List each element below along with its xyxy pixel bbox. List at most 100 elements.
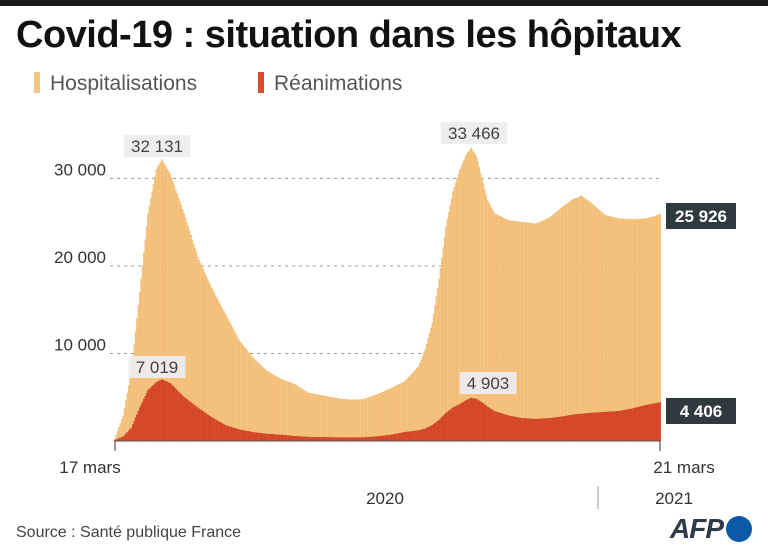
bar-reanimations (537, 418, 540, 442)
bar-hospitalisations (438, 278, 441, 442)
bar-hospitalisations (489, 205, 492, 442)
bar-reanimations (646, 404, 649, 442)
annotation-hosp-peak2-box (440, 122, 508, 144)
bar-reanimations (305, 436, 308, 442)
bar-hospitalisations (252, 357, 254, 442)
bar-hospitalisations (577, 196, 580, 442)
bar-reanimations (130, 427, 133, 442)
bar-hospitalisations (583, 197, 585, 442)
bar-hospitalisations (281, 379, 283, 442)
bar-hospitalisations (377, 393, 380, 442)
bar-reanimations (230, 426, 232, 442)
bar-reanimations (528, 418, 530, 442)
bar-reanimations (256, 432, 258, 442)
bar-hospitalisations (500, 216, 503, 442)
bar-reanimations (460, 403, 463, 442)
bar-hospitalisations (536, 223, 539, 442)
legend-swatch-hospitalisations (34, 72, 40, 93)
bar-hospitalisations (594, 206, 596, 442)
bar-reanimations (373, 436, 376, 442)
bar-reanimations (490, 409, 493, 442)
bar-reanimations (525, 418, 528, 442)
bar-hospitalisations (328, 396, 330, 442)
bar-hospitalisations (391, 387, 394, 442)
bar-hospitalisations (314, 394, 316, 442)
bar-reanimations (293, 436, 296, 442)
bar-reanimations (289, 435, 292, 442)
bar-reanimations (521, 418, 523, 442)
bar-hospitalisations (457, 173, 460, 442)
bar-hospitalisations (408, 376, 410, 442)
bar-reanimations (603, 411, 606, 442)
bar-hospitalisations (241, 343, 243, 442)
bar-hospitalisations (450, 198, 453, 442)
bar-reanimations (641, 406, 643, 442)
bar-hospitalisations (361, 399, 363, 442)
bar-reanimations (151, 386, 154, 442)
afp-logo-text: AFP (670, 513, 724, 544)
bar-reanimations (613, 411, 616, 442)
bar-hospitalisations (368, 397, 370, 442)
bar-reanimations (602, 412, 605, 442)
bar-reanimations (574, 414, 577, 442)
bar-reanimations (532, 418, 534, 442)
bar-reanimations (278, 434, 281, 442)
bar-reanimations (231, 427, 234, 442)
bar-hospitalisations (435, 296, 438, 442)
bar-hospitalisations (446, 219, 449, 442)
bar-reanimations (125, 433, 127, 442)
bar-reanimations (249, 431, 252, 442)
bar-hospitalisations (525, 222, 528, 442)
bar-hospitalisations (278, 377, 281, 442)
bar-reanimations (594, 412, 596, 442)
bar-hospitalisations (279, 378, 282, 442)
bar-reanimations (457, 404, 460, 442)
bar-hospitalisations (555, 211, 558, 442)
bar-hospitalisations (416, 367, 419, 442)
series-hospitalisations (114, 147, 661, 442)
bar-hospitalisations (569, 201, 572, 442)
bar-reanimations (615, 411, 617, 442)
bar-hospitalisations (409, 375, 412, 442)
bar-reanimations (539, 418, 541, 442)
bar-reanimations (147, 390, 149, 442)
bar-hospitalisations (568, 202, 570, 442)
bar-reanimations (169, 383, 172, 442)
bar-reanimations (514, 416, 516, 442)
bar-hospitalisations (417, 366, 420, 442)
bar-reanimations (630, 408, 632, 442)
bar-reanimations (340, 437, 343, 442)
bar-reanimations (645, 404, 648, 442)
bar-reanimations (132, 424, 134, 442)
bar-hospitalisations (388, 388, 391, 442)
bar-hospitalisations (624, 218, 627, 442)
bar-hospitalisations (591, 203, 594, 442)
bar-reanimations (356, 437, 359, 442)
bar-hospitalisations (299, 387, 301, 442)
bar-reanimations (250, 431, 253, 442)
bar-hospitalisations (547, 218, 550, 442)
bar-hospitalisations (503, 218, 505, 442)
bar-reanimations (325, 437, 327, 442)
bar-reanimations (161, 379, 163, 442)
bar-hospitalisations (356, 399, 359, 442)
bar-reanimations (467, 399, 470, 442)
bar-hospitalisations (493, 213, 496, 442)
bar-reanimations (339, 437, 341, 442)
bar-reanimations (384, 435, 387, 442)
bar-reanimations (420, 429, 423, 442)
bar-reanimations (332, 437, 334, 442)
bar-hospitalisations (554, 213, 556, 442)
bar-reanimations (312, 437, 315, 442)
bar-reanimations (246, 431, 249, 442)
bar-reanimations (492, 410, 494, 442)
bar-reanimations (572, 414, 574, 442)
bar-hospitalisations (546, 218, 548, 442)
bar-hospitalisations (216, 298, 218, 442)
bar-hospitalisations (275, 376, 278, 442)
bar-reanimations (428, 426, 431, 442)
bar-reanimations (552, 417, 555, 442)
bar-reanimations (431, 425, 434, 442)
bar-reanimations (481, 402, 483, 442)
bar-reanimations (659, 402, 661, 442)
